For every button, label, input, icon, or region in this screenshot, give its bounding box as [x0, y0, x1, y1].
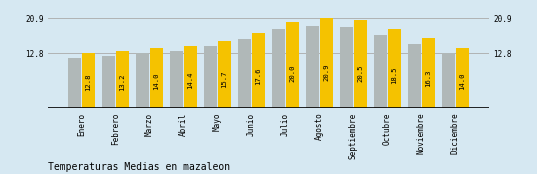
Bar [68, 58, 81, 108]
Bar [442, 53, 455, 108]
Text: 16.3: 16.3 [425, 69, 431, 87]
Text: 14.0: 14.0 [459, 72, 465, 90]
Bar [340, 27, 353, 108]
Bar [150, 48, 163, 108]
Bar [320, 18, 333, 108]
Bar [82, 53, 95, 108]
Bar [218, 41, 231, 108]
Bar [238, 39, 251, 108]
Bar [252, 33, 265, 108]
Text: 20.5: 20.5 [357, 64, 363, 82]
Text: 15.7: 15.7 [221, 70, 227, 88]
Text: 14.4: 14.4 [187, 72, 193, 89]
Bar [136, 53, 149, 108]
Bar [103, 56, 115, 108]
Bar [184, 46, 197, 108]
Bar [116, 52, 129, 108]
Bar [204, 46, 217, 108]
Text: 14.0: 14.0 [154, 72, 159, 90]
Bar [272, 29, 285, 108]
Bar [286, 22, 299, 108]
Bar [306, 26, 319, 108]
Bar [170, 51, 183, 108]
Bar [354, 20, 367, 108]
Text: 20.0: 20.0 [289, 65, 295, 82]
Text: 12.8: 12.8 [85, 74, 91, 92]
Bar [422, 38, 434, 108]
Bar [374, 35, 387, 108]
Text: 13.2: 13.2 [119, 73, 125, 91]
Bar [408, 44, 421, 108]
Text: Temperaturas Medias en mazaleon: Temperaturas Medias en mazaleon [48, 162, 230, 172]
Text: 20.9: 20.9 [323, 64, 329, 81]
Text: 17.6: 17.6 [255, 68, 262, 85]
Text: 18.5: 18.5 [391, 67, 397, 84]
Bar [388, 29, 401, 108]
Bar [456, 48, 469, 108]
